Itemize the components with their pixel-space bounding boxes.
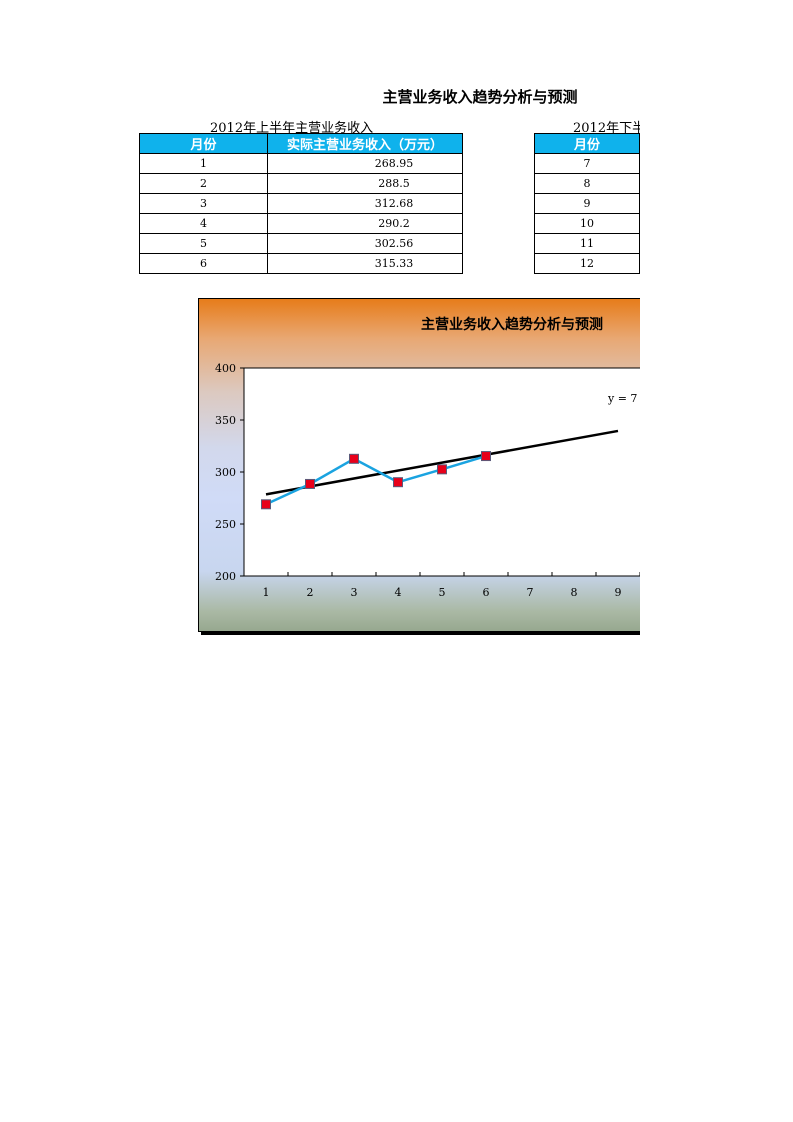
x-tick-label: 6 (483, 586, 490, 599)
second-half-caption: 2012年下半年主营业务收入 (573, 121, 640, 136)
y-axis: 200 250 300 350 400 (215, 362, 244, 583)
table-row: 8 (534, 173, 640, 194)
data-point (305, 478, 315, 489)
table-row: 5 302.56 (139, 233, 463, 254)
x-tick-label: 7 (527, 586, 534, 599)
linear-trendline (265, 429, 619, 496)
table-row: 7 (534, 153, 640, 174)
revenue-trend-chart: 主营业务收入趋势分析与预测 y = 7 200 250 300 350 400 1 2 3 4… (198, 298, 640, 636)
month-cell: 2 (139, 173, 268, 194)
y-tick-label: 300 (215, 466, 236, 479)
month-cell: 4 (139, 213, 268, 234)
chart-title: 主营业务收入趋势分析与预测 (421, 316, 603, 333)
x-tick-label: 4 (395, 586, 402, 599)
y-tick-label: 350 (215, 414, 236, 427)
revenue-cell: 312.68 (267, 193, 463, 214)
table-row: 4 290.2 (139, 213, 463, 234)
series-line (265, 454, 487, 506)
x-tick-label: 8 (571, 586, 578, 599)
revenue-cell: 268.95 (267, 153, 463, 174)
month-cell: 9 (534, 193, 640, 214)
revenue-cell: 302.56 (267, 233, 463, 254)
table-row: 6 315.33 (139, 253, 463, 274)
month-cell: 8 (534, 173, 640, 194)
trendline-equation: y = 7 (607, 392, 637, 405)
table-row: 10 (534, 213, 640, 234)
revenue-cell: 290.2 (267, 213, 463, 234)
chart-svg: 主营业务收入趋势分析与预测 y = 7 200 250 300 350 400 1 2 3 4… (215, 316, 640, 599)
month-cell: 11 (534, 233, 640, 254)
data-point (349, 453, 359, 464)
x-axis: 1 2 3 4 5 6 7 8 9 (263, 572, 640, 599)
month-cell: 6 (139, 253, 268, 274)
month-cell: 12 (534, 253, 640, 274)
month-cell: 10 (534, 213, 640, 234)
month-cell: 3 (139, 193, 268, 214)
x-tick-label: 2 (307, 586, 314, 599)
data-point (393, 477, 403, 488)
table-row: 2 288.5 (139, 173, 463, 194)
x-tick-label: 9 (615, 586, 622, 599)
revenue-cell: 288.5 (267, 173, 463, 194)
month-cell: 1 (139, 153, 268, 174)
actual-revenue-header: 实际主营业务收入（万元） (267, 133, 463, 154)
data-point (261, 499, 271, 510)
month-cell: 7 (534, 153, 640, 174)
table-row: 3 312.68 (139, 193, 463, 214)
first-half-caption: 2012年上半年主营业务收入 (210, 121, 374, 136)
table-row: 11 (534, 233, 640, 254)
x-tick-label: 5 (439, 586, 446, 599)
series-group (261, 451, 491, 510)
revenue-cell: 315.33 (267, 253, 463, 274)
month-header: 月份 (534, 133, 640, 154)
month-cell: 5 (139, 233, 268, 254)
second-half-table-clip: 月份 7 8 9 10 11 12 (534, 112, 640, 282)
second-half-table: 月份 7 8 9 10 11 12 (534, 133, 640, 274)
data-point (437, 464, 447, 475)
trendline-group (265, 429, 619, 496)
table-row: 12 (534, 253, 640, 274)
y-tick-label: 400 (215, 362, 236, 375)
month-header: 月份 (139, 133, 268, 154)
table-row: 9 (534, 193, 640, 214)
table-row: 1 268.95 (139, 153, 463, 174)
x-tick-label: 1 (263, 586, 270, 599)
first-half-table: 月份 实际主营业务收入（万元） 1 268.95 2 288.5 3 312.68 4… (139, 133, 463, 274)
page-title: 主营业务收入趋势分析与预测 (382, 88, 578, 106)
x-tick-label: 3 (351, 586, 358, 599)
data-point (481, 451, 491, 462)
y-tick-label: 250 (215, 518, 236, 531)
y-tick-label: 200 (215, 570, 236, 583)
